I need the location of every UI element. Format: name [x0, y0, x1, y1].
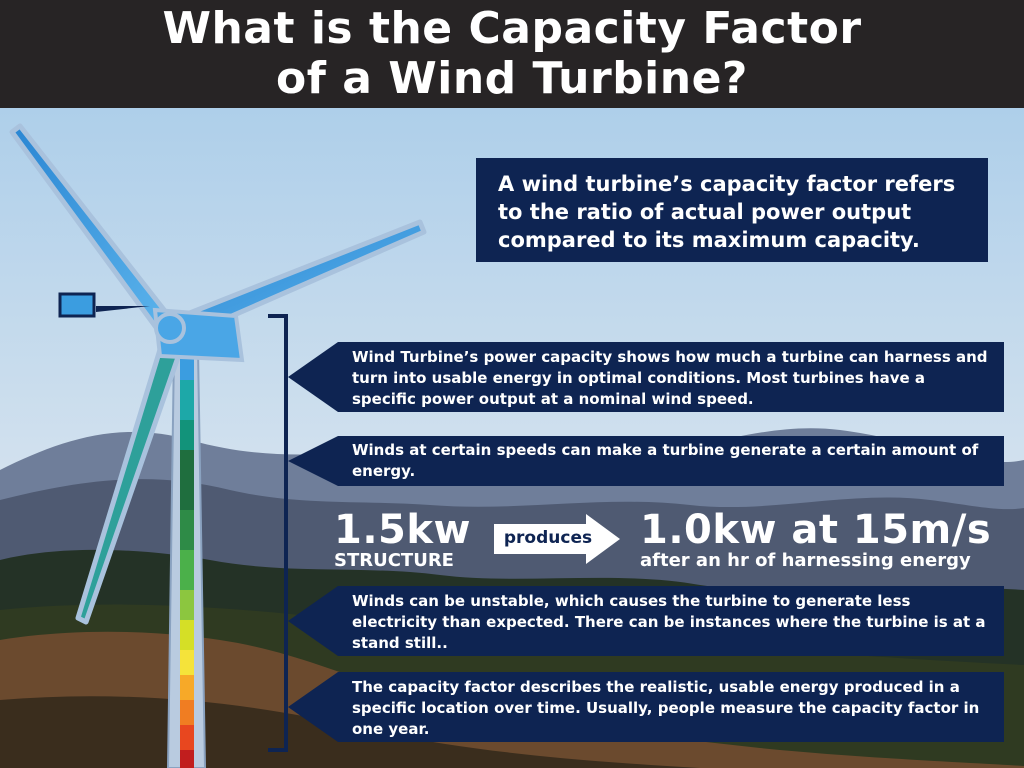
output-value: 1.0kw at 15m/s	[640, 507, 992, 553]
capacity-value: 1.5kw	[334, 507, 471, 553]
callout-shape	[288, 342, 1004, 412]
callout-capacity-factor: The capacity factor describes the realis…	[288, 672, 1004, 742]
callout-wind-speed: Winds at certain speeds can make a turbi…	[288, 436, 1004, 486]
callout-shape	[288, 672, 1004, 742]
capacity-label: STRUCTURE	[334, 550, 454, 571]
callout-unstable-winds: Winds can be unstable, which causes the …	[288, 586, 1004, 656]
produces-arrow: produces	[494, 514, 622, 564]
right-arrow-icon	[494, 514, 620, 564]
callout-text: Winds at certain speeds can make a turbi…	[352, 441, 979, 480]
title-bar: What is the Capacity Factor of a Wind Tu…	[0, 0, 1024, 108]
callout-text: Winds can be unstable, which causes the …	[352, 592, 986, 652]
arrow-label: produces	[503, 528, 593, 548]
page-title-line-2: of a Wind Turbine?	[276, 53, 748, 104]
bracket-line	[268, 314, 288, 752]
wind-turbine-illustration	[9, 123, 427, 768]
definition-box: A wind turbine’s capacity factor refers …	[476, 158, 988, 262]
callout-power-capacity: Wind Turbine’s power capacity shows how …	[288, 342, 1004, 412]
page-title-line-1: What is the Capacity Factor	[162, 3, 862, 54]
output-label: after an hr of harnessing energy	[640, 550, 971, 571]
callout-text: Wind Turbine’s power capacity shows how …	[352, 348, 988, 408]
callout-shape	[288, 436, 1004, 486]
callout-shape	[288, 586, 1004, 656]
callout-text: The capacity factor describes the realis…	[352, 678, 980, 738]
